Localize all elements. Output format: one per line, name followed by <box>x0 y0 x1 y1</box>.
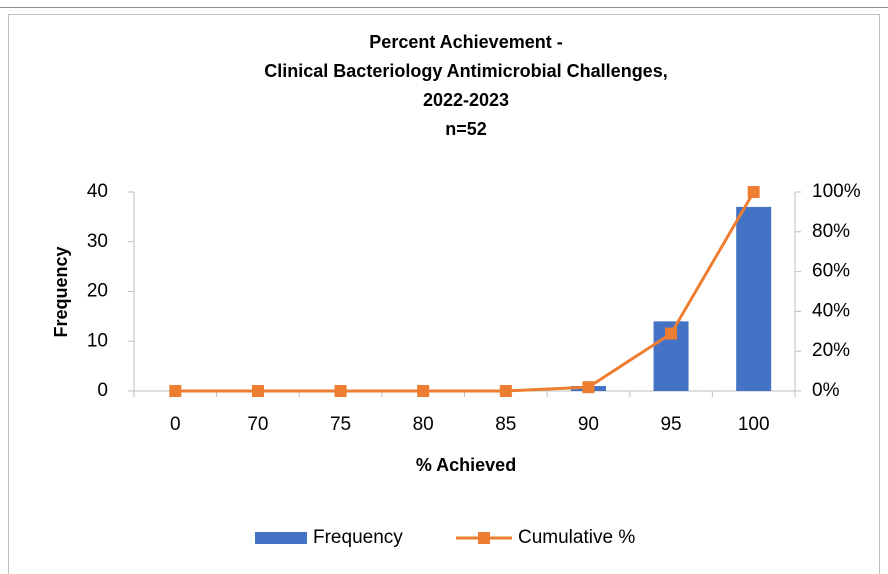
y2-tick-label: 0% <box>812 380 840 401</box>
marker <box>665 327 678 340</box>
marker <box>417 385 430 397</box>
y2-tick-label: 20% <box>812 340 850 361</box>
marker <box>582 381 595 394</box>
x-tick-label: 90 <box>578 414 599 435</box>
y2-tick-label: 40% <box>812 300 850 321</box>
y2-tick-label: 80% <box>812 221 850 242</box>
y-tick-label: 40 <box>87 181 108 202</box>
x-tick-label: 0 <box>170 414 181 435</box>
marker <box>169 385 182 397</box>
chart-frame <box>8 14 880 574</box>
y-axis-title: Frequency <box>51 246 71 337</box>
y2-tick-label: 60% <box>812 261 850 282</box>
y-tick-label: 10 <box>87 330 108 351</box>
title-line: Clinical Bacteriology Antimicrobial Chal… <box>264 61 667 81</box>
y-tick-label: 0 <box>97 380 108 401</box>
legend-label: Cumulative % <box>518 527 635 548</box>
line <box>175 191 755 393</box>
marker <box>251 385 264 397</box>
title-line: Percent Achievement - <box>369 32 562 52</box>
y2-tick-label: 100% <box>812 181 861 202</box>
y-tick-label: 30 <box>87 231 108 252</box>
x-tick-label: 100 <box>738 414 770 435</box>
x-tick-label: 80 <box>413 414 434 435</box>
y-tick-label: 20 <box>87 281 108 302</box>
x-tick-label: 75 <box>330 414 351 435</box>
title-line: 2022-2023 <box>423 90 509 110</box>
chart-title: Percent Achievement - Clinical Bacteriolo… <box>264 32 667 139</box>
marker <box>334 385 347 397</box>
x-tick-label: 70 <box>247 414 268 435</box>
x-tick-label: 95 <box>660 414 681 435</box>
x-tick-label: 85 <box>495 414 516 435</box>
x-axis-title: % Achieved <box>416 455 516 475</box>
legend-swatch <box>255 532 307 544</box>
legend-label: Frequency <box>313 527 403 548</box>
title-line: n=52 <box>445 119 487 139</box>
bar <box>736 206 772 391</box>
marker <box>499 385 512 397</box>
legend-marker <box>478 532 490 544</box>
marker <box>747 186 760 198</box>
